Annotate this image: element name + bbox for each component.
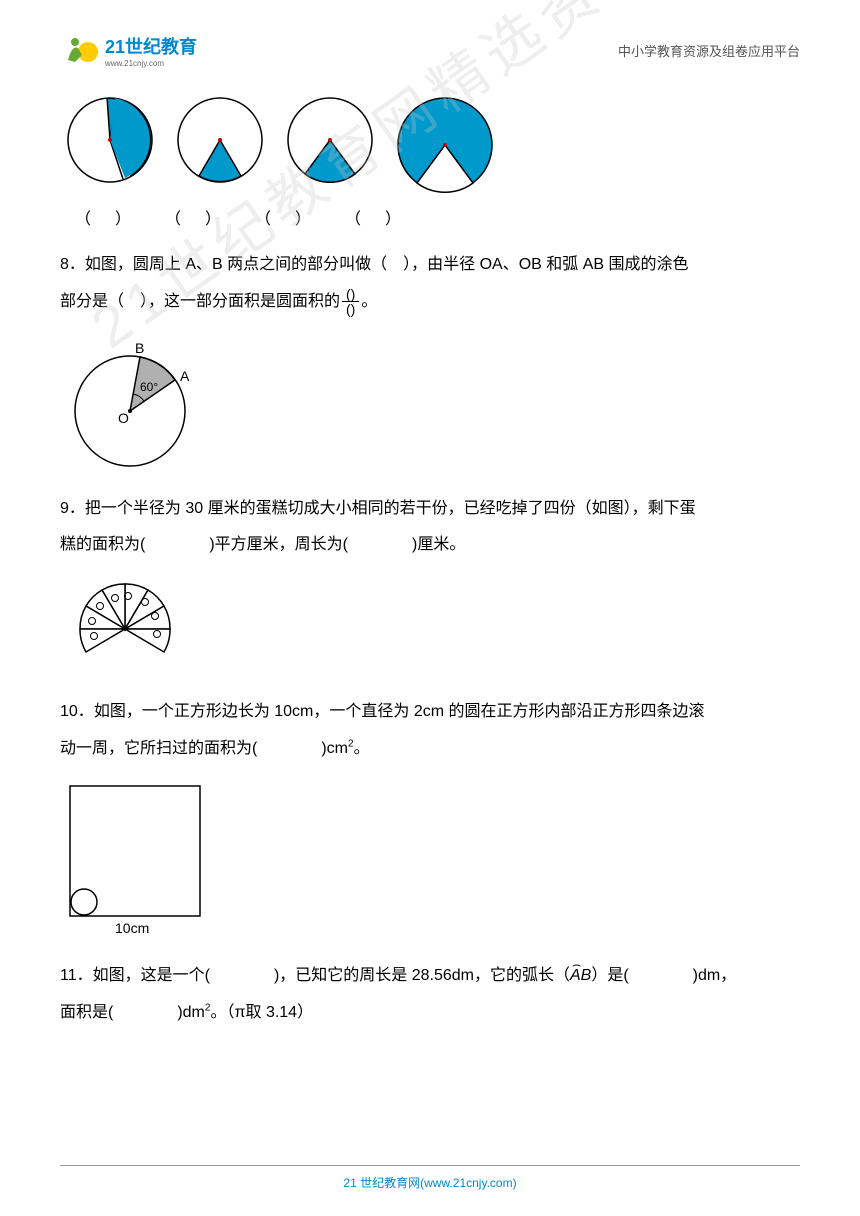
blank-2: （ ） xyxy=(165,205,225,229)
circle-1 xyxy=(65,95,155,185)
page-header: 21世纪教育 www.21cnjy.com 中小学教育资源及组卷应用平台 xyxy=(60,30,800,70)
q8-text-1: 如图，圆周上 A、B 两点之间的部分叫做（ ），由半径 OA、OB 和弧 AB … xyxy=(85,256,689,273)
blank-3: （ ） xyxy=(255,205,315,229)
q10-text-3: 。 xyxy=(354,740,370,757)
q11-text-4: 。（π取 3.14） xyxy=(210,1004,313,1021)
question-8: 8．如图，圆周上 A、B 两点之间的部分叫做（ ），由半径 OA、OB 和弧 A… xyxy=(60,247,800,321)
svg-text:10cm: 10cm xyxy=(115,920,149,936)
circle-2 xyxy=(175,95,265,185)
q9-text: 把一个半径为 30 厘米的蛋糕切成大小相同的若干份，已经吃掉了四份（如图），剩下… xyxy=(85,500,696,517)
circle-blanks: （ ） （ ） （ ） （ ） xyxy=(75,205,800,229)
header-right-text: 中小学教育资源及组卷应用平台 xyxy=(618,41,800,60)
q10-text-2: 动一周，它所扫过的面积为( )cm xyxy=(60,740,348,757)
circles-figure-row xyxy=(65,95,800,195)
q9-num: 9． xyxy=(60,500,85,517)
q8-figure: 60° A B O xyxy=(60,331,800,476)
blank-4: （ ） xyxy=(345,205,405,229)
logo-title: 21世纪教育 xyxy=(105,33,197,59)
question-10: 10．如图，一个正方形边长为 10cm，一个直径为 2cm 的圆在正方形内部沿正… xyxy=(60,694,800,768)
svg-text:B: B xyxy=(135,340,144,356)
q11-text-2: ）是( )dm， xyxy=(591,967,736,984)
blank-1: （ ） xyxy=(75,205,135,229)
svg-text:O: O xyxy=(118,410,129,426)
logo-subtitle: www.21cnjy.com xyxy=(105,59,197,68)
q8-num: 8． xyxy=(60,256,85,273)
question-11: 11．如图，这是一个( )，已知它的周长是 28.56dm，它的弧长（AB）是(… xyxy=(60,958,800,1032)
circle-3 xyxy=(285,95,375,185)
q10-num: 10． xyxy=(60,703,94,720)
svg-text:60°: 60° xyxy=(140,380,158,394)
q11-num: 11． xyxy=(60,967,93,984)
q9-figure xyxy=(60,574,800,679)
q8-fraction: ()() xyxy=(342,287,359,316)
q10-text: 如图，一个正方形边长为 10cm，一个直径为 2cm 的圆在正方形内部沿正方形四… xyxy=(94,703,705,720)
q8-text-2: 部分是（ ），这一部分面积是圆面积的 xyxy=(60,293,340,310)
q11-arc: AB xyxy=(570,958,591,995)
q10-figure: 10cm xyxy=(60,778,800,943)
footer-text: 21 世纪教育网(www.21cnjy.com) xyxy=(343,1176,516,1190)
question-9: 9．把一个半径为 30 厘米的蛋糕切成大小相同的若干份，已经吃掉了四份（如图），… xyxy=(60,491,800,565)
q8-text-3: 。 xyxy=(361,293,377,310)
logo-icon xyxy=(60,30,100,70)
svg-text:A: A xyxy=(180,368,190,384)
logo: 21世纪教育 www.21cnjy.com xyxy=(60,30,197,70)
q9-text-2: 糕的面积为( )平方厘米，周长为( )厘米。 xyxy=(60,536,465,553)
q11-text-3: 面积是( )dm xyxy=(60,1004,205,1021)
q11-text: 如图，这是一个( )，已知它的周长是 28.56dm，它的弧长（ xyxy=(93,967,570,984)
page-footer: 21 世纪教育网(www.21cnjy.com) xyxy=(60,1165,800,1191)
circle-4 xyxy=(395,95,495,195)
